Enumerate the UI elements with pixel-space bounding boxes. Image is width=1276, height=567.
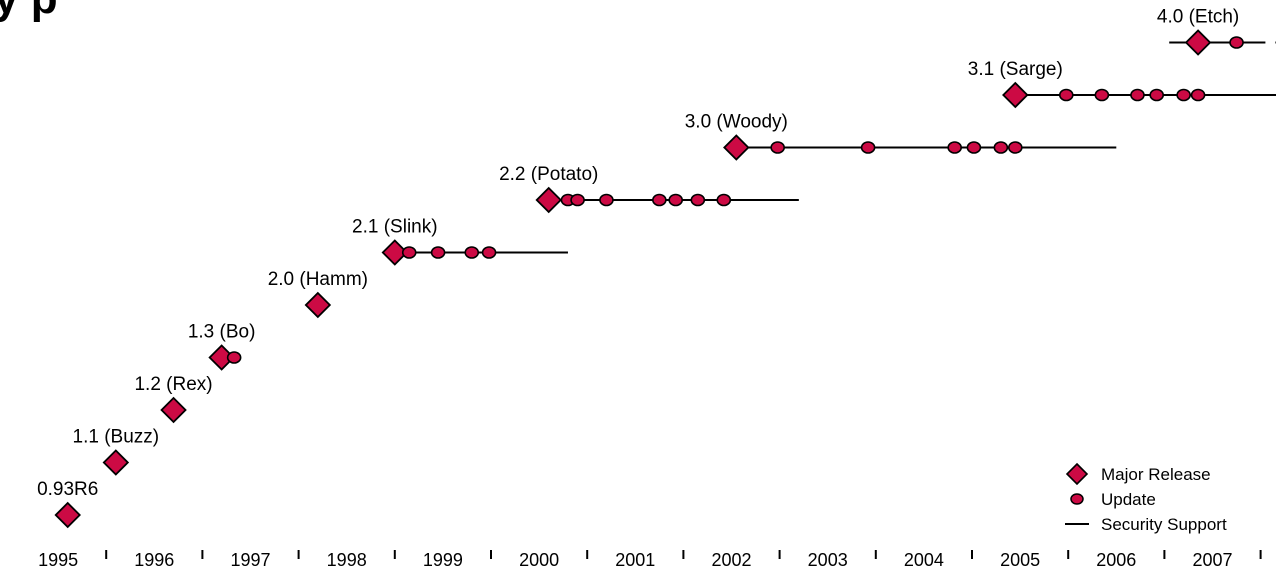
x-tick-label: 2006 <box>1096 550 1136 567</box>
update-marker <box>464 246 480 259</box>
update-marker <box>570 193 585 207</box>
major-release-marker <box>381 239 409 266</box>
update-marker <box>652 193 667 207</box>
update-marker <box>947 141 962 154</box>
x-tick-label: 2004 <box>904 550 944 567</box>
update-marker <box>668 193 684 207</box>
release-label: 2.1 (Slink) <box>352 217 438 238</box>
update-marker <box>993 141 1009 154</box>
x-tick-label: 1995 <box>38 550 78 567</box>
legend-label: Update <box>1101 490 1156 509</box>
major-release-marker <box>102 449 130 476</box>
update-marker <box>599 193 614 207</box>
x-axis: 1995 1996 1997 1998 1999 2000 2001 2002 2003 2004… <box>38 550 1262 567</box>
release-markers <box>54 29 1244 529</box>
major-release-marker <box>535 186 562 214</box>
update-marker <box>1058 88 1074 102</box>
major-release-marker <box>54 501 81 529</box>
major-release-marker <box>1002 81 1029 109</box>
x-tick-label: 1998 <box>327 550 367 567</box>
release-label: 0.93R6 <box>37 479 98 500</box>
update-marker <box>1229 36 1244 49</box>
major-release-marker <box>304 291 332 319</box>
update-marker <box>860 141 876 154</box>
major-release-marker <box>1184 29 1212 56</box>
release-label: 1.3 (Bo) <box>188 322 256 343</box>
update-marker <box>401 246 417 259</box>
update-marker <box>1149 88 1165 102</box>
update-marker <box>770 141 785 154</box>
update-marker <box>1190 88 1206 102</box>
x-tick-label: 2000 <box>519 550 559 567</box>
update-marker <box>1130 88 1145 102</box>
release-label: 3.1 (Sarge) <box>968 59 1063 80</box>
update-marker <box>430 246 446 259</box>
cropped-title-fragment: y p <box>0 0 58 24</box>
security-support-lines <box>394 41 1276 254</box>
release-label: 1.1 (Buzz) <box>73 427 160 448</box>
update-marker <box>1007 141 1023 154</box>
legend-swatch-major-release <box>1065 462 1089 486</box>
x-tick-label: 1997 <box>230 550 270 567</box>
x-tick-label: 2005 <box>1000 550 1040 567</box>
x-tick-label: 1996 <box>134 550 174 567</box>
update-marker <box>1094 88 1110 102</box>
release-label: 4.0 (Etch) <box>1157 7 1239 28</box>
release-label: 2.0 (Hamm) <box>268 269 368 290</box>
update-marker <box>690 193 706 207</box>
legend-label: Major Release <box>1101 465 1211 484</box>
release-label: 2.2 (Potato) <box>499 164 598 185</box>
update-marker <box>1176 88 1191 102</box>
release-label: 1.2 (Rex) <box>134 374 212 395</box>
legend: Major Release Update Security Support <box>1065 462 1227 534</box>
update-marker <box>716 193 732 207</box>
update-marker <box>966 141 982 154</box>
x-tick-label: 1999 <box>423 550 463 567</box>
major-release-marker <box>723 134 750 161</box>
x-tick-label: 2007 <box>1192 550 1232 567</box>
legend-label: Security Support <box>1101 515 1227 534</box>
release-label: 3.0 (Woody) <box>685 112 788 133</box>
x-tick-label: 2002 <box>711 550 751 567</box>
release-labels: 0.93R6 1.1 (Buzz) 1.2 (Rex) 1.3 (Bo) 2.0 (Ha… <box>37 7 1239 501</box>
x-tick-label: 2003 <box>808 550 848 567</box>
legend-swatch-update <box>1070 493 1084 505</box>
update-marker <box>481 246 497 259</box>
major-release-marker <box>160 396 187 424</box>
x-tick-label: 2001 <box>615 550 655 567</box>
update-marker <box>226 351 242 364</box>
